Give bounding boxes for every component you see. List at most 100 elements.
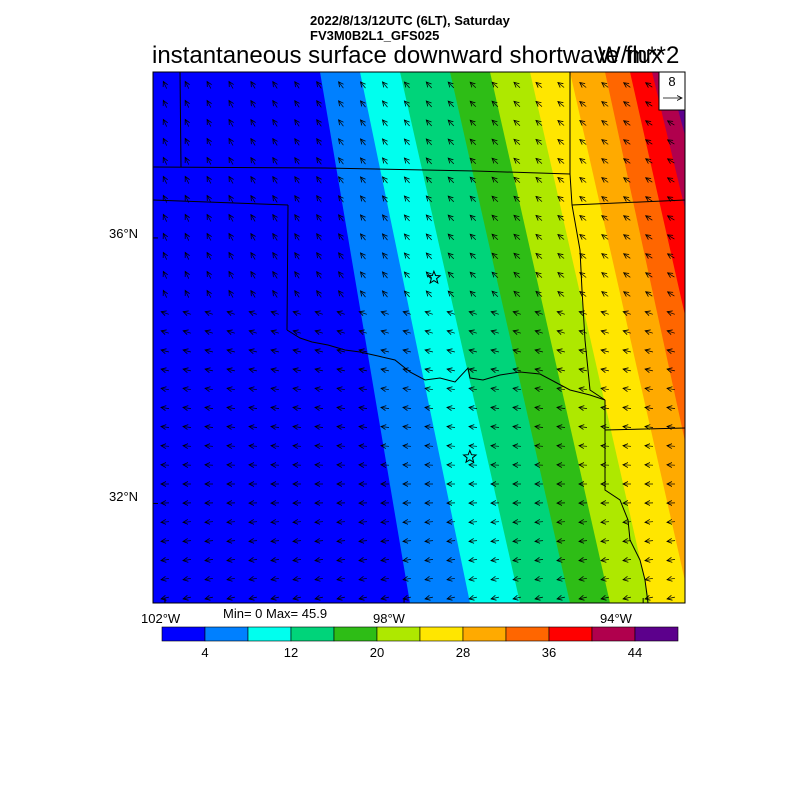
wind-arrow <box>624 254 631 259</box>
wind-arrow <box>580 178 587 183</box>
wind-arrow <box>273 120 277 127</box>
wind-arrow <box>623 578 631 579</box>
wind-arrow <box>668 159 675 163</box>
wind-arrow <box>492 272 499 279</box>
wind-arrow <box>491 597 499 599</box>
wind-arrow <box>425 541 434 542</box>
wind-arrow <box>557 350 565 352</box>
wind-arrow <box>273 101 277 108</box>
wind-arrow <box>163 252 166 260</box>
wind-arrow <box>295 158 299 165</box>
colorbar-swatch <box>505 626 550 642</box>
wind-arrow <box>514 234 521 240</box>
colorbar-swatch <box>290 626 335 642</box>
wind-arrow <box>404 272 410 279</box>
wind-arrow <box>513 597 521 599</box>
wind-arrow <box>207 139 211 146</box>
wind-arrow <box>668 197 675 201</box>
wind-arrow <box>185 290 189 298</box>
wind-arrow <box>315 312 323 315</box>
wind-arrow <box>425 578 433 579</box>
border-texas-louisiana <box>604 400 649 603</box>
wind-arrow <box>337 559 346 560</box>
wind-arrow <box>513 559 522 560</box>
wind-arrow <box>536 215 543 221</box>
colorbar-swatch <box>204 626 249 642</box>
wind-arrow <box>273 272 277 279</box>
wind-arrow <box>205 578 213 579</box>
wind-arrow <box>339 272 344 279</box>
wind-arrow <box>295 177 299 184</box>
wind-arrow <box>161 541 170 542</box>
colorbar-label-44: 44 <box>627 645 643 660</box>
wind-arrow <box>205 427 214 428</box>
wind-arrow <box>404 234 410 241</box>
wind-arrow <box>315 597 323 599</box>
wind-arrow <box>205 559 214 560</box>
plot-frame <box>152 71 686 604</box>
wind-arrow <box>491 427 500 428</box>
wind-arrow <box>425 388 433 389</box>
wind-arrow <box>383 120 388 127</box>
colorbar <box>161 626 679 642</box>
wind-arrow <box>470 234 477 241</box>
wind-arrow <box>646 83 653 87</box>
wind-arrow <box>667 427 676 428</box>
wind-arrow <box>251 139 255 146</box>
wind-arrow <box>317 101 322 108</box>
wind-arrow <box>602 235 609 240</box>
wind-arrow <box>359 597 367 599</box>
wind-arrow <box>183 597 191 599</box>
wind-arrow <box>359 407 368 408</box>
wind-arrow <box>163 176 166 184</box>
wind-arrow <box>426 139 432 146</box>
wind-arrow <box>448 196 455 203</box>
wind-arrow <box>536 158 543 164</box>
wind-arrow <box>251 272 255 279</box>
station-star <box>426 269 442 285</box>
wind-arrow <box>469 446 478 447</box>
wind-arrow <box>161 446 170 447</box>
wind-arrow <box>383 101 388 108</box>
wind-arrow <box>448 291 455 298</box>
wind-arrow <box>469 388 477 389</box>
wind-arrow <box>185 214 189 222</box>
lat-label-36n: 36°N <box>109 226 139 241</box>
wind-arrow <box>317 196 322 203</box>
wind-arrow <box>535 446 544 447</box>
colorbar-label-20: 20 <box>369 645 385 660</box>
wind-arrow <box>447 559 456 560</box>
wind-arrow <box>624 159 631 164</box>
wind-arrow <box>207 215 211 222</box>
wind-arrow <box>447 331 455 333</box>
wind-arrow <box>249 388 257 389</box>
wind-arrow <box>339 139 344 146</box>
wind-arrow <box>229 272 233 279</box>
wind-arrow <box>293 541 302 542</box>
wind-arrow <box>361 139 366 146</box>
wind-arrow <box>161 369 169 371</box>
wind-arrow <box>317 291 322 298</box>
wind-arrow <box>404 139 410 146</box>
wind-arrow <box>579 446 588 447</box>
wind-arrow <box>667 369 675 371</box>
wind-arrow <box>579 350 587 352</box>
wind-arrow <box>183 427 192 428</box>
wind-arrow <box>447 427 456 428</box>
wind-arrow <box>361 234 366 241</box>
wind-arrow <box>448 234 455 241</box>
wind-arrow <box>227 597 235 599</box>
wind-arrow <box>447 541 456 542</box>
wind-arrow <box>273 291 277 298</box>
wind-arrow <box>359 331 367 333</box>
wind-arrow <box>624 292 631 297</box>
wind-arrow <box>558 197 565 202</box>
wind-arrow <box>251 101 255 108</box>
wind-arrow <box>426 177 432 184</box>
wind-arrow <box>447 597 455 599</box>
wind-arrow <box>183 312 191 315</box>
wind-arrow <box>295 253 299 260</box>
wind-arrow <box>646 235 653 239</box>
wind-arrow <box>667 388 675 389</box>
wind-arrow <box>580 235 587 240</box>
